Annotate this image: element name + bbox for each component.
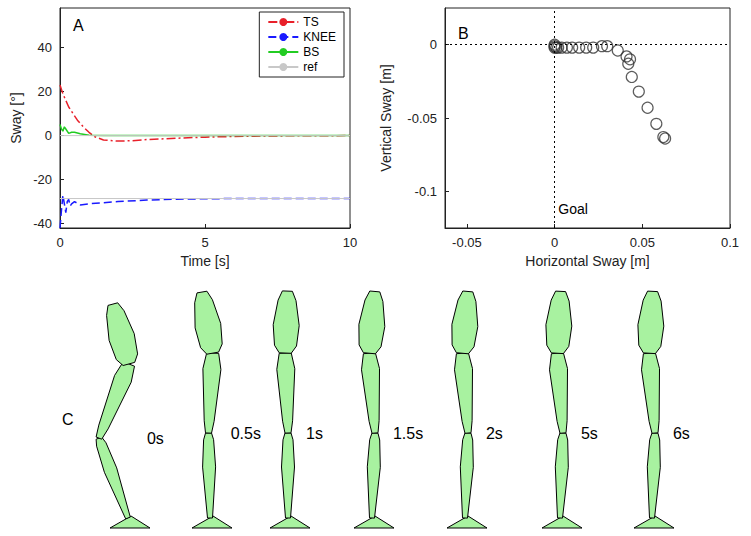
svg-text:KNEE: KNEE <box>303 30 336 44</box>
svg-text:C: C <box>62 411 74 428</box>
svg-text:0.05: 0.05 <box>630 235 655 250</box>
svg-text:Time [s]: Time [s] <box>180 253 229 269</box>
svg-text:5: 5 <box>201 235 208 250</box>
svg-text:Vertical Sway [m]: Vertical Sway [m] <box>378 64 394 171</box>
svg-text:-0.05: -0.05 <box>452 235 482 250</box>
svg-text:40: 40 <box>38 40 52 55</box>
svg-text:-0.05: -0.05 <box>407 111 437 126</box>
svg-text:TS: TS <box>303 15 318 29</box>
svg-text:0: 0 <box>551 235 558 250</box>
svg-text:Horizontal Sway [m]: Horizontal Sway [m] <box>525 253 649 269</box>
svg-text:ref: ref <box>303 60 318 74</box>
svg-text:0: 0 <box>45 128 52 143</box>
svg-text:A: A <box>73 17 84 34</box>
svg-text:0s: 0s <box>147 430 164 447</box>
svg-text:-0.1: -0.1 <box>415 184 437 199</box>
svg-text:0.5s: 0.5s <box>231 425 261 442</box>
svg-text:10: 10 <box>343 235 357 250</box>
svg-text:0: 0 <box>430 37 437 52</box>
svg-text:5s: 5s <box>581 425 598 442</box>
svg-text:2s: 2s <box>486 425 503 442</box>
svg-text:6s: 6s <box>673 425 690 442</box>
svg-text:-40: -40 <box>33 216 52 231</box>
svg-text:-20: -20 <box>33 172 52 187</box>
svg-text:BS: BS <box>303 45 319 59</box>
svg-text:Goal: Goal <box>558 201 588 217</box>
svg-text:20: 20 <box>38 84 52 99</box>
svg-text:1s: 1s <box>306 425 323 442</box>
svg-text:1.5s: 1.5s <box>393 425 423 442</box>
svg-text:Sway [°]: Sway [°] <box>8 92 24 144</box>
svg-text:0: 0 <box>56 235 63 250</box>
svg-text:0.1: 0.1 <box>721 235 739 250</box>
svg-text:B: B <box>458 25 469 42</box>
